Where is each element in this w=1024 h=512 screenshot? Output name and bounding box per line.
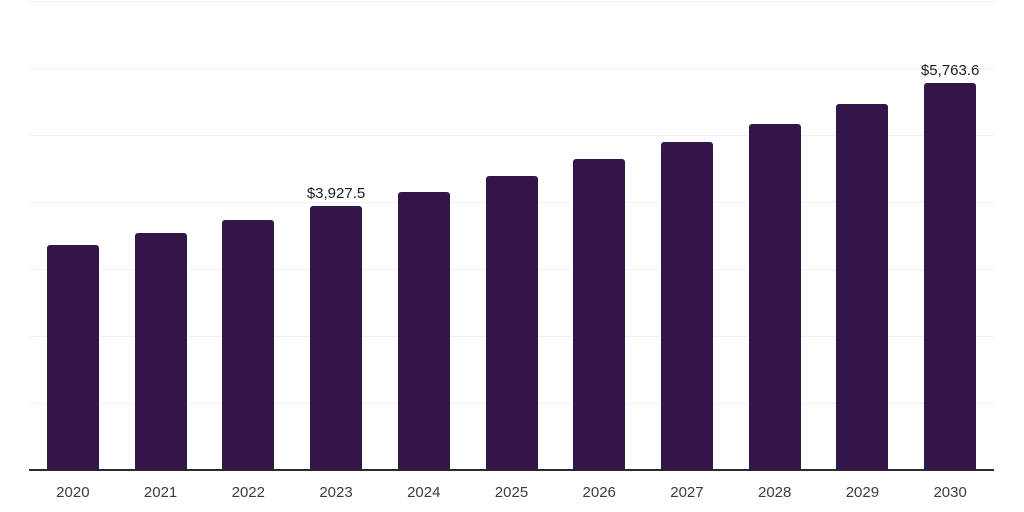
- x-tick-2024: 2024: [407, 484, 441, 501]
- x-tick-2027: 2027: [670, 484, 704, 501]
- x-tick-2021: 2021: [143, 484, 178, 501]
- bar-value-label-2023: $3,927.5: [306, 184, 366, 202]
- bar-2023: [310, 206, 363, 470]
- bar-2028: [748, 123, 801, 470]
- x-tick-2026: 2026: [582, 484, 616, 501]
- x-tick-2022: 2022: [231, 484, 265, 501]
- x-axis-line: [29, 469, 994, 471]
- x-tick-2025: 2025: [494, 484, 529, 501]
- x-tick-2029: 2029: [845, 484, 880, 501]
- bar-2027: [660, 142, 713, 470]
- x-tick-2023: 2023: [319, 484, 353, 501]
- gridline-7000: [29, 1, 994, 3]
- bar-2025: [485, 175, 538, 470]
- x-tick-2020: 2020: [56, 484, 90, 501]
- bar-2020: [46, 245, 99, 470]
- bar-2022: [222, 220, 275, 470]
- x-tick-2028: 2028: [757, 484, 792, 501]
- bar-2030: [924, 83, 977, 470]
- gridline-6000: [29, 68, 994, 70]
- x-tick-2030: 2030: [933, 484, 967, 501]
- gridline-5000: [29, 135, 994, 137]
- bar-2024: [397, 191, 450, 470]
- plot-area: $3,927.5 $5,763.6: [29, 0, 994, 471]
- bar-value-label-2030: $5,763.6: [920, 61, 980, 79]
- bar-2029: [836, 103, 889, 470]
- bar-2026: [573, 159, 626, 470]
- bar-2021: [134, 233, 187, 470]
